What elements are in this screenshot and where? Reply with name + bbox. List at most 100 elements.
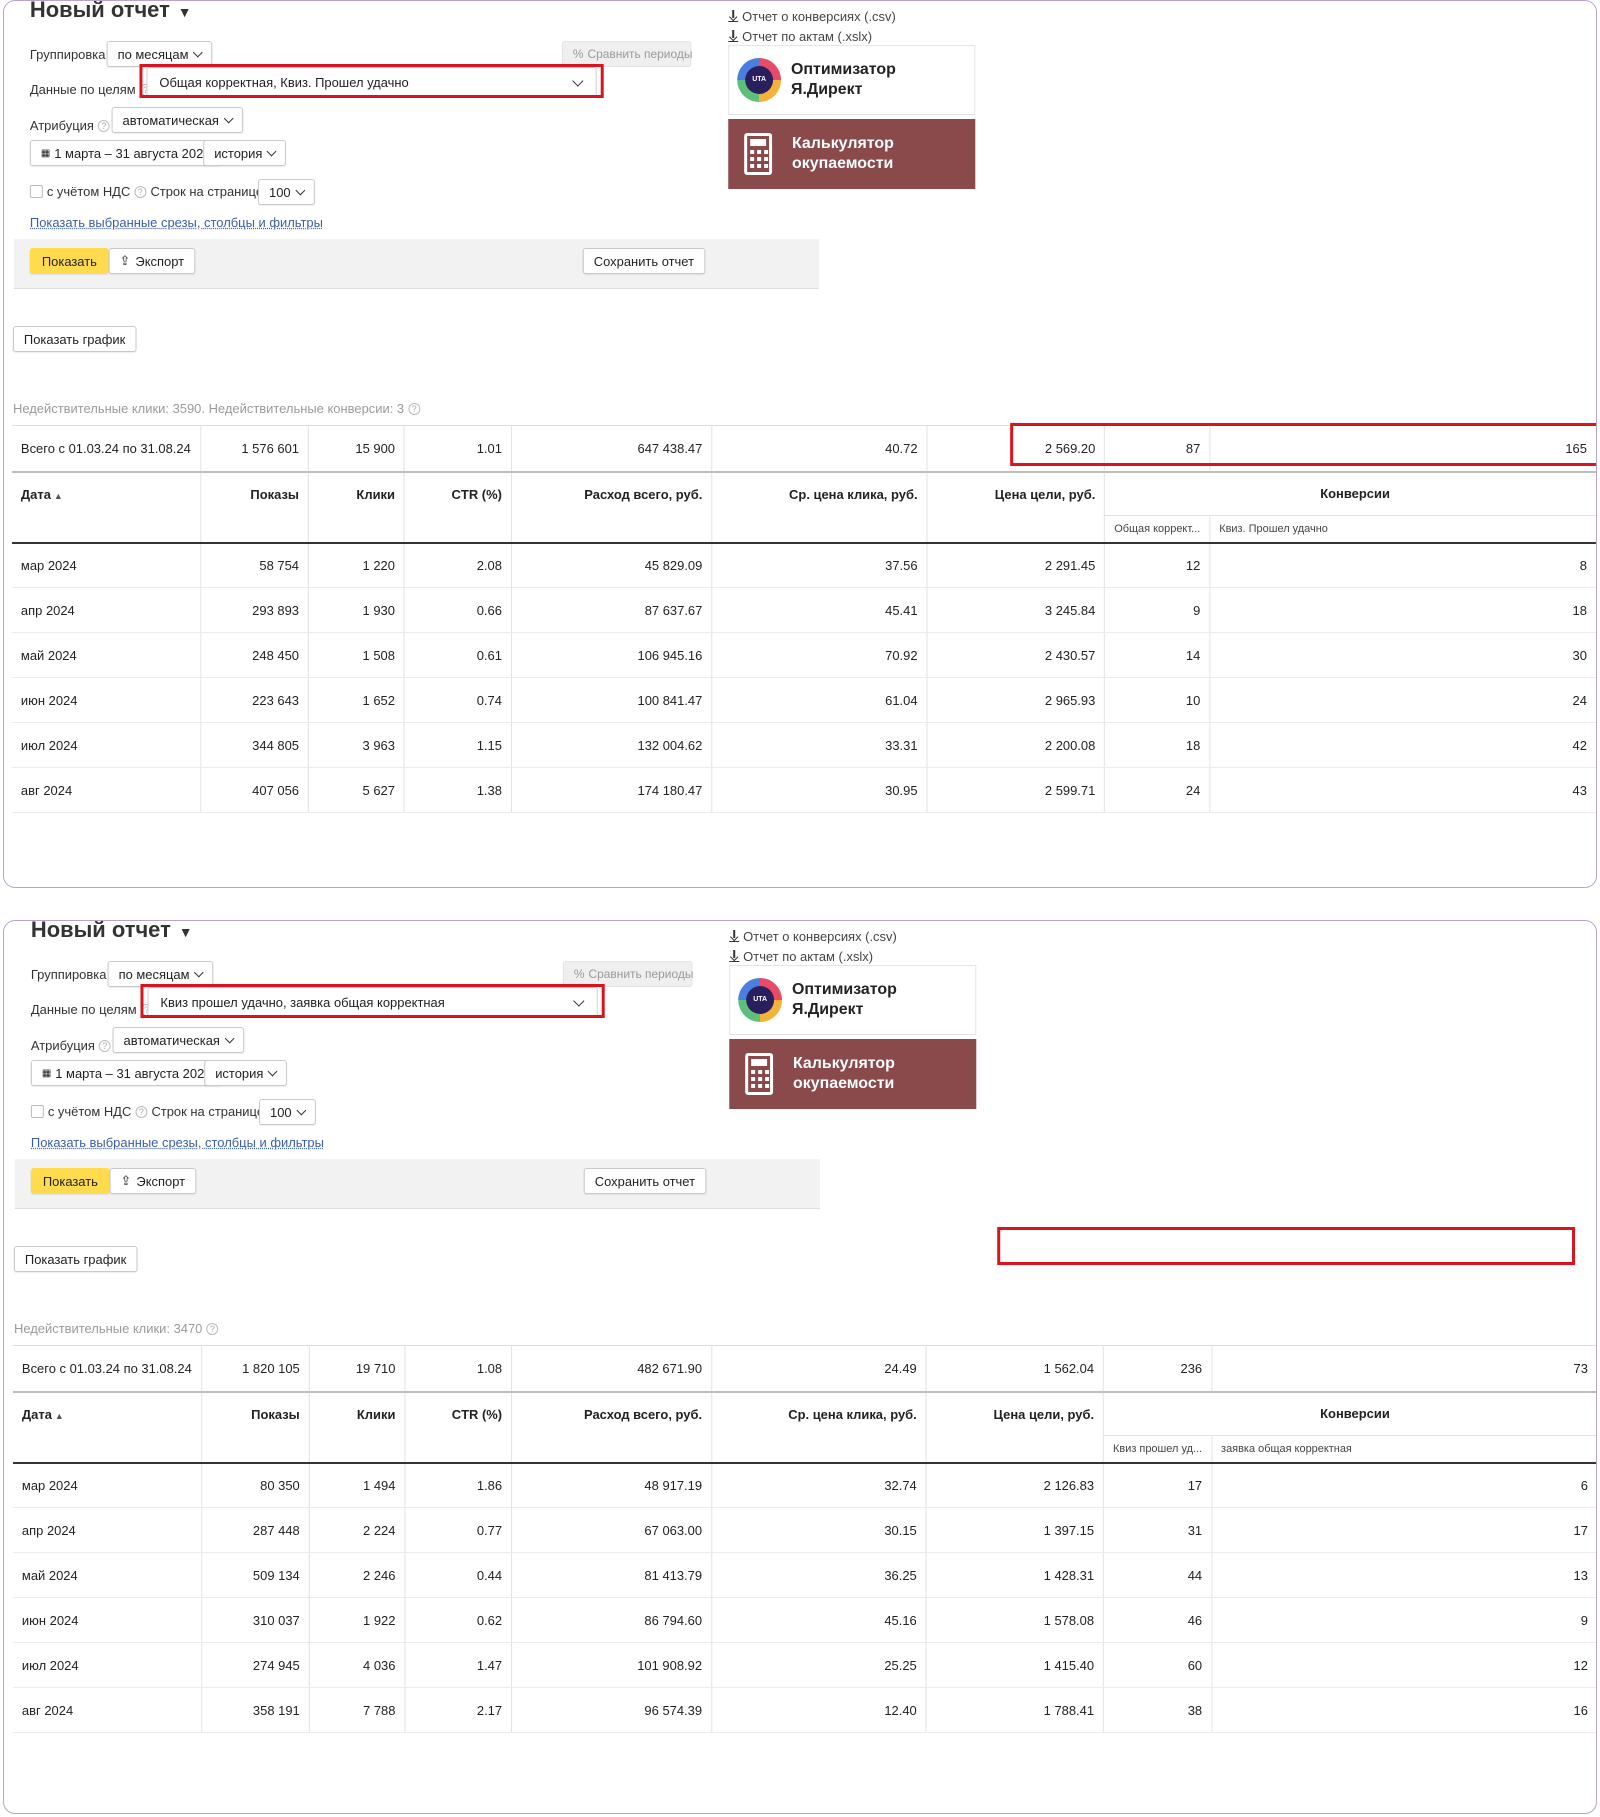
page-title[interactable]: Новый отчет ▼ [29, 0, 192, 22]
download-acts-link[interactable]: Отчет по актам (.xslx) [729, 949, 873, 964]
download-acts-link[interactable]: Отчет по актам (.xslx) [728, 29, 872, 44]
cell-avg-cpc: 45.41 [711, 587, 928, 633]
title-dropdown-icon[interactable]: ▼ [177, 4, 192, 20]
total-label: Всего с 01.03.24 по 31.08.24 [11, 425, 201, 473]
cell-conversions-goal-2: 8 [1209, 542, 1596, 588]
help-icon[interactable]: ? [408, 403, 421, 415]
show-chart-button[interactable]: Показать график [13, 1246, 138, 1272]
goals-select[interactable]: Общая корректная, Квиз. Прошел удачно [146, 67, 597, 97]
grouping-label: Группировка [30, 967, 107, 982]
upload-icon: ⇪ [119, 253, 131, 268]
title-dropdown-icon[interactable]: ▼ [178, 924, 193, 940]
cell-clicks: 1 922 [309, 1597, 406, 1643]
optimizer-title: Оптимизатор Я.Директ [791, 981, 897, 1018]
column-subheader-goal-1[interactable]: Общая коррект... [1104, 515, 1211, 542]
save-report-button[interactable]: Сохранить отчет [583, 1168, 706, 1194]
column-header-avg-cpc[interactable]: Ср. цена клика, руб. [711, 1391, 927, 1462]
rows-per-page-value: 100 [268, 184, 291, 200]
cell-cost: 86 794.60 [511, 1597, 713, 1643]
show-filters-link[interactable]: Показать выбранные срезы, столбцы и филь… [30, 1135, 324, 1150]
help-icon[interactable]: ? [206, 1323, 219, 1335]
attribution-label: Атрибуция? [31, 1038, 111, 1053]
save-report-button[interactable]: Сохранить отчет [582, 248, 705, 274]
column-header-goal-cost[interactable]: Цена цели, руб. [926, 1391, 1105, 1462]
column-header-cost[interactable]: Расход всего, руб. [511, 1391, 713, 1462]
calculator-icon [744, 133, 773, 175]
history-select[interactable]: история [204, 1060, 288, 1086]
cell-impressions: 58 754 [200, 542, 309, 588]
compare-periods-button[interactable]: % Сравнить периоды [561, 41, 692, 67]
cell-cost: 106 945.16 [511, 632, 713, 678]
column-header-avg-cpc[interactable]: Ср. цена клика, руб. [711, 471, 928, 542]
date-range-picker[interactable]: ▦ 1 марта – 31 августа 2024 [30, 1060, 223, 1086]
column-header-goal-cost[interactable]: Цена цели, руб. [927, 471, 1106, 542]
column-subheader-goal-2[interactable]: заявка общая корректная [1211, 1435, 1596, 1462]
help-icon[interactable]: ? [97, 120, 110, 132]
vat-checkbox-row[interactable]: с учётом НДС? [29, 184, 147, 199]
column-header-date[interactable]: Дата ▲ [12, 1391, 202, 1462]
column-header-impressions[interactable]: Показы [201, 1391, 310, 1462]
column-header-clicks[interactable]: Клики [308, 471, 405, 542]
optimizer-banner[interactable]: UTA Оптимизатор Я.Директ [729, 965, 977, 1035]
vat-checkbox-row[interactable]: с учётом НДС? [30, 1104, 148, 1119]
cell-goal-cost: 2 126.83 [926, 1462, 1105, 1508]
attribution-select[interactable]: автоматическая [112, 1027, 244, 1053]
optimizer-banner[interactable]: UTA Оптимизатор Я.Директ [728, 45, 976, 115]
table-row: мар 2024 58 754 1 220 2.08 45 829.09 37.56 2 2… [11, 542, 1596, 588]
compare-periods-button[interactable]: % Сравнить периоды [562, 961, 693, 987]
show-filters-link[interactable]: Показать выбранные срезы, столбцы и филь… [29, 215, 323, 230]
vat-checkbox[interactable] [30, 1105, 44, 1118]
cell-goal-cost: 2 599.71 [927, 767, 1106, 813]
vat-checkbox[interactable] [29, 185, 43, 198]
column-header-date[interactable]: Дата ▲ [11, 471, 201, 542]
cell-date: авг 2024 [12, 1687, 202, 1733]
column-header-conversions[interactable]: Конверсии [1320, 1406, 1390, 1422]
history-select[interactable]: история [203, 140, 287, 166]
cell-goal-cost: 2 430.57 [927, 632, 1106, 678]
column-header-clicks[interactable]: Клики [309, 1391, 406, 1462]
invalid-traffic-info: Недействительные клики: 3470? [14, 1321, 219, 1336]
export-button[interactable]: ⇪ Экспорт [108, 248, 196, 274]
cell-cost: 132 004.62 [511, 722, 713, 768]
download-conversions-link[interactable]: Отчет о конверсиях (.csv) [729, 929, 897, 944]
cell-goal-cost: 1 415.40 [926, 1642, 1105, 1688]
cell-avg-cpc: 36.25 [711, 1552, 927, 1598]
cell-date: июн 2024 [12, 1597, 202, 1643]
grouping-select[interactable]: по месяцам [106, 41, 213, 67]
rows-per-page-select[interactable]: 100 [259, 1099, 316, 1125]
column-header-impressions[interactable]: Показы [200, 471, 309, 542]
help-icon[interactable]: ? [135, 1106, 148, 1118]
column-header-cost[interactable]: Расход всего, руб. [511, 471, 713, 542]
column-header-ctr[interactable]: CTR (%) [404, 471, 512, 542]
cell-goal-cost: 1 788.41 [926, 1687, 1105, 1733]
show-button[interactable]: Показать [29, 248, 109, 274]
cell-date: июн 2024 [11, 677, 201, 723]
cell-clicks: 2 224 [309, 1507, 406, 1553]
column-subheader-goal-2[interactable]: Квиз. Прошел удачно [1209, 515, 1596, 542]
roi-calculator-banner[interactable]: Калькулятор окупаемости [728, 119, 976, 189]
help-icon[interactable]: ? [134, 186, 147, 198]
show-chart-button[interactable]: Показать график [12, 326, 137, 352]
roi-calculator-banner[interactable]: Калькулятор окупаемости [729, 1039, 977, 1109]
cell-date: июл 2024 [11, 722, 201, 768]
column-header-ctr[interactable]: CTR (%) [404, 1391, 513, 1462]
rows-per-page-select[interactable]: 100 [258, 179, 315, 205]
attribution-select[interactable]: автоматическая [111, 107, 243, 133]
rows-per-page-value: 100 [269, 1104, 292, 1120]
table-row: июл 2024 344 805 3 963 1.15 132 004.62 33.31 2… [11, 722, 1596, 768]
export-button[interactable]: ⇪ Экспорт [109, 1168, 197, 1194]
column-header-conversions[interactable]: Конверсии [1320, 486, 1390, 502]
date-range-picker[interactable]: ▦ 1 марта – 31 августа 2024 [29, 140, 222, 166]
show-button[interactable]: Показать [30, 1168, 110, 1194]
column-subheader-goal-1[interactable]: Квиз прошел уд... [1103, 1435, 1213, 1462]
goals-select[interactable]: Квиз прошел удачно, заявка общая коррект… [147, 987, 598, 1017]
cell-conversions-goal-1: 38 [1103, 1687, 1213, 1733]
attribution-value: автоматическая [123, 1032, 220, 1048]
download-conversions-link[interactable]: Отчет о конверсиях (.csv) [728, 9, 896, 24]
total-cost: 647 438.47 [511, 425, 713, 473]
cell-clicks: 1 508 [308, 632, 405, 678]
optimizer-logo: UTA [737, 58, 782, 102]
help-icon[interactable]: ? [98, 1040, 111, 1052]
cell-conversions-goal-1: 12 [1104, 542, 1211, 588]
page-title[interactable]: Новый отчет ▼ [30, 920, 193, 942]
